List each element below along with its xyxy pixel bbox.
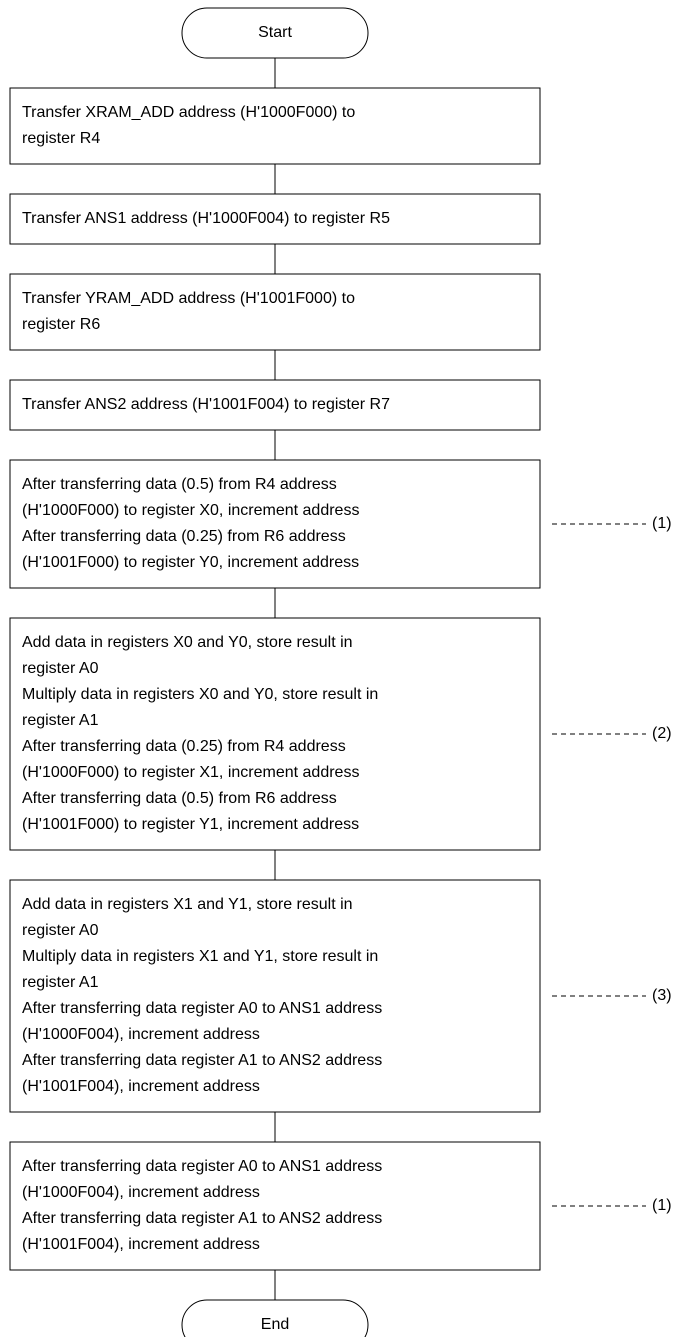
box-text: register R6 — [22, 316, 100, 333]
box-text: Add data in registers X0 and Y0, store r… — [22, 634, 353, 651]
box-text: (H'1000F004), increment address — [22, 1026, 260, 1043]
box-text: After transferring data (0.5) from R4 ad… — [22, 476, 337, 493]
process-box — [9, 273, 541, 351]
terminator — [181, 1299, 369, 1337]
note-label: (3) — [652, 987, 672, 1004]
process-box — [9, 379, 541, 431]
box-text: After transferring data register A1 to A… — [22, 1052, 382, 1069]
box-text: Transfer ANS1 address (H'1000F004) to re… — [22, 210, 390, 227]
box-text: Add data in registers X1 and Y1, store r… — [22, 896, 353, 913]
box-text: After transferring data register A0 to A… — [22, 1158, 382, 1175]
box-text: After transferring data register A0 to A… — [22, 1000, 382, 1017]
box-text: (H'1000F000) to register X1, increment a… — [22, 764, 359, 781]
box-text: After transferring data register A1 to A… — [22, 1210, 382, 1227]
box-text: Multiply data in registers X1 and Y1, st… — [22, 948, 378, 965]
box-text: (H'1001F000) to register Y0, increment a… — [22, 554, 359, 571]
box-text: (H'1000F004), increment address — [22, 1184, 260, 1201]
box-text: Transfer YRAM_ADD address (H'1001F000) t… — [22, 290, 355, 307]
box-text: (H'1000F000) to register X0, increment a… — [22, 502, 359, 519]
box-text: After transferring data (0.5) from R6 ad… — [22, 790, 337, 807]
box-text: After transferring data (0.25) from R4 a… — [22, 738, 346, 755]
box-text: After transferring data (0.25) from R6 a… — [22, 528, 346, 545]
box-text: (H'1001F000) to register Y1, increment a… — [22, 816, 359, 833]
box-text: register A0 — [22, 660, 99, 677]
box-text: (H'1001F004), increment address — [22, 1078, 260, 1095]
process-box — [9, 193, 541, 245]
box-text: Transfer XRAM_ADD address (H'1000F000) t… — [22, 104, 355, 121]
process-box — [9, 617, 541, 851]
process-box — [9, 459, 541, 589]
box-text: register R4 — [22, 130, 100, 147]
box-text: Multiply data in registers X0 and Y0, st… — [22, 686, 378, 703]
terminator-label: Start — [258, 24, 292, 41]
box-text: register A1 — [22, 974, 99, 991]
box-text: register A0 — [22, 922, 99, 939]
note-label: (1) — [652, 1197, 672, 1214]
box-text: Transfer ANS2 address (H'1001F004) to re… — [22, 396, 390, 413]
note-label: (2) — [652, 725, 672, 742]
note-label: (1) — [652, 515, 672, 532]
process-box — [9, 1141, 541, 1271]
terminator-label: End — [261, 1316, 289, 1333]
box-text: (H'1001F004), increment address — [22, 1236, 260, 1253]
box-text: register A1 — [22, 712, 99, 729]
process-box — [9, 879, 541, 1113]
process-box — [9, 87, 541, 165]
